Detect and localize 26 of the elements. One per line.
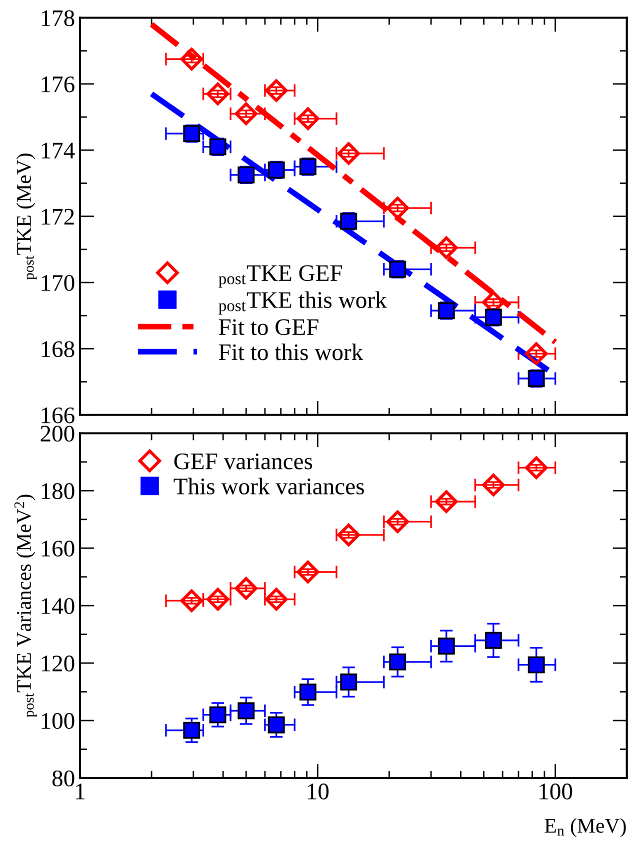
y-tick-label: 180	[42, 483, 74, 500]
y-tick-label: 120	[42, 656, 74, 672]
y-tick-label: 174	[42, 142, 75, 158]
x-tick-label: 1	[76, 784, 84, 800]
y-tick-label: 100	[42, 713, 74, 729]
y-tick-label: 160	[42, 540, 74, 557]
y-tick-label: 170	[42, 275, 74, 291]
legend-label: $_{post}$TKE this work	[218, 291, 387, 315]
y-axis-title: $_{post}$TKE (MeV)	[16, 154, 37, 280]
legend-label: GEF variances	[174, 453, 312, 470]
y-tick-label: 172	[42, 208, 74, 225]
y-axis-title: $_{post}$TKE Variances (MeV$^{2}$)	[14, 494, 37, 718]
y-tick-label: 168	[42, 341, 74, 358]
y-tick-label: 200	[40, 426, 74, 442]
y-tick-label: 166	[42, 407, 74, 424]
legend-label: Fit to this work	[218, 344, 364, 360]
y-tick-label: 140	[42, 598, 74, 614]
legend-label: Fit to GEF	[218, 319, 318, 336]
y-tick-label: 80	[52, 770, 74, 786]
x-tick-label: 10	[308, 784, 329, 800]
x-tick-label: 100	[540, 784, 572, 800]
legend-label: $_{post}$TKE GEF	[218, 265, 342, 288]
x-axis-title: E$_{n}$ (MeV)	[544, 818, 626, 838]
y-tick-label: 176	[42, 76, 74, 92]
y-tick-label: 178	[42, 10, 74, 26]
legend-label: This work variances	[174, 478, 364, 494]
